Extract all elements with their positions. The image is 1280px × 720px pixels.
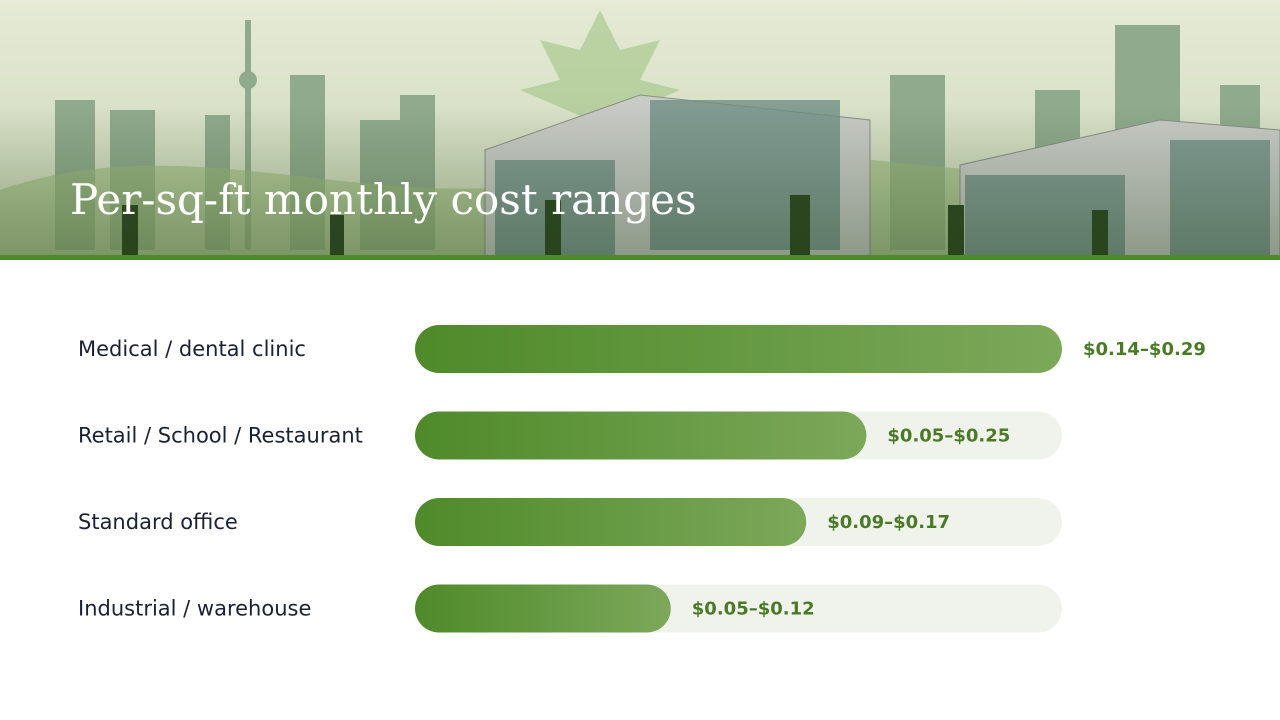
chart: Medical / dental clinic $0.14–$0.29 Retail… [78, 325, 1206, 633]
bar [415, 325, 1062, 373]
value-label: $0.14–$0.29 [1083, 339, 1206, 360]
value-label: $0.09–$0.17 [827, 512, 950, 533]
slide-title: Per-sq-ft monthly cost ranges [70, 175, 697, 224]
category-label: Industrial / warehouse [78, 597, 311, 621]
bar [415, 498, 807, 546]
category-label: Retail / School / Restaurant [78, 424, 363, 448]
bar [415, 411, 867, 460]
bar [415, 584, 671, 633]
value-label: $0.05–$0.25 [887, 426, 1010, 447]
value-label: $0.05–$0.12 [692, 599, 815, 620]
category-label: Standard office [78, 510, 238, 534]
category-label: Medical / dental clinic [78, 337, 306, 361]
header-image: Per-sq-ft monthly cost ranges [0, 0, 1280, 260]
